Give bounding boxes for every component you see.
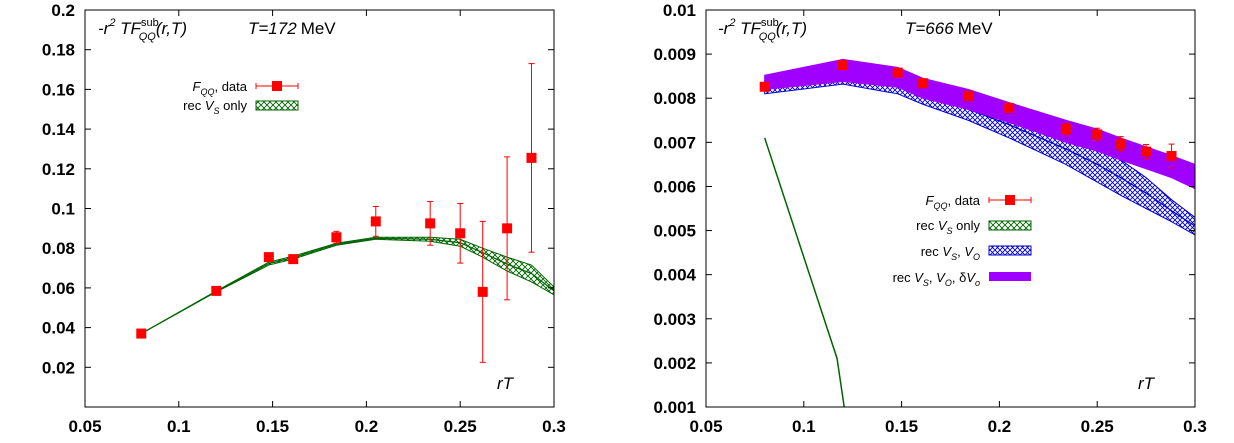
y-tick-label: 0.003 — [653, 310, 696, 329]
y-tick-label: 0.006 — [653, 177, 696, 196]
x-tick-label: 0.3 — [1183, 417, 1207, 436]
left-title: -r2 TFsub QQ(r,T) — [98, 17, 187, 43]
data-point — [1060, 121, 1071, 137]
data-point — [1115, 136, 1126, 153]
y-tick-label: 0.002 — [653, 354, 696, 373]
x-tick-label: 0.25 — [1081, 417, 1114, 436]
data-point — [892, 67, 903, 78]
right-legend-vsvo-swatch — [988, 245, 1032, 256]
left-annotation: T=172 MeV — [248, 19, 336, 38]
right-ticks: 0.05 0.1 0.15 0.2 0.25 0.3 0.001 0.002 0.003 0.00… — [653, 1, 1206, 436]
left-points — [136, 63, 537, 363]
x-tick-label: 0.25 — [444, 417, 477, 436]
left-legend-vs-swatch — [255, 100, 299, 111]
y-tick-label: 0.008 — [653, 89, 696, 108]
x-tick-label: 0.15 — [885, 417, 918, 436]
left-annotation-var: T=172 — [248, 19, 297, 38]
y-tick-label: 0.16 — [42, 80, 75, 99]
x-tick-label: 0.15 — [256, 417, 289, 436]
data-point — [477, 220, 488, 363]
right-legend-vs-label: rec VS only — [916, 218, 980, 236]
data-point — [425, 201, 436, 246]
y-tick-label: 0.009 — [653, 45, 696, 64]
left-bands — [140, 236, 554, 335]
left-chart: 0.05 0.1 0.15 0.2 0.25 0.3 0.02 0.04 0.06 0.08 0.1… — [42, 1, 566, 436]
right-xlabel: rT — [1138, 374, 1156, 393]
right-legend-full-label: rec VS, VO, δVo — [893, 270, 980, 288]
data-point — [918, 78, 929, 89]
y-tick-label: 0.1 — [51, 200, 75, 219]
right-legend-data-label: FQQ, data — [926, 193, 981, 211]
x-tick-label: 0.3 — [542, 417, 566, 436]
data-point — [211, 285, 222, 296]
y-tick-label: 0.001 — [653, 398, 696, 417]
left-legend: FQQ, data rec VS only — [183, 79, 299, 116]
y-tick-label: 0.02 — [42, 358, 75, 377]
right-annotation: T=666 MeV — [905, 19, 993, 38]
data-point — [502, 156, 513, 301]
right-chart: 0.05 0.1 0.15 0.2 0.25 0.3 0.001 0.002 0.003 0.00… — [653, 1, 1206, 436]
data-point — [963, 91, 974, 102]
data-point — [1166, 143, 1177, 169]
data-point — [1092, 127, 1103, 142]
y-tick-label: 0.004 — [653, 266, 696, 285]
right-legend-vs-swatch — [988, 220, 1032, 231]
y-tick-label: 0.14 — [42, 120, 76, 139]
data-point — [331, 230, 342, 244]
x-tick-label: 0.1 — [792, 417, 816, 436]
y-tick-label: 0.04 — [42, 319, 76, 338]
data-point — [1004, 102, 1015, 113]
x-tick-label: 0.1 — [167, 417, 191, 436]
left-plot-frame — [84, 9, 555, 408]
series-line-vs-only — [763, 137, 845, 407]
y-tick-label: 0.08 — [42, 239, 75, 258]
data-point — [136, 328, 147, 339]
left-ticks: 0.05 0.1 0.15 0.2 0.25 0.3 0.02 0.04 0.06 0.08 0.1… — [42, 1, 566, 436]
left-legend-data-marker — [272, 81, 282, 91]
data-point — [263, 252, 274, 263]
x-tick-label: 0.05 — [68, 417, 101, 436]
right-legend-full-swatch — [989, 272, 1031, 281]
y-tick-label: 0.007 — [653, 133, 696, 152]
right-legend-vsvo-label: rec VS, VO — [921, 244, 980, 262]
y-tick-label: 0.2 — [51, 1, 75, 20]
y-tick-label: 0.01 — [663, 1, 696, 20]
right-annotation-unit: MeV — [958, 19, 994, 38]
left-xlabel: rT — [497, 374, 515, 393]
data-point — [759, 81, 770, 92]
data-point — [1141, 144, 1152, 160]
right-annotation-var: T=666 — [905, 19, 954, 38]
right-plot-frame — [705, 9, 1196, 408]
left-annotation-unit: MeV — [301, 19, 337, 38]
data-point — [455, 203, 466, 264]
data-point — [370, 206, 381, 237]
y-tick-label: 0.18 — [42, 41, 75, 60]
right-legend-data-marker — [1005, 195, 1015, 205]
x-tick-label: 0.2 — [988, 417, 1012, 436]
right-legend: FQQ, data rec VS only rec VS, VO rec VS,… — [852, 190, 1044, 298]
y-tick-label: 0.06 — [42, 279, 75, 298]
data-point — [526, 63, 537, 253]
band-rec-v-s-v-o-v-o — [764, 58, 1195, 190]
left-legend-vs-label: rec VS only — [183, 98, 247, 116]
y-tick-label: 0.12 — [42, 160, 75, 179]
y-tick-label: 0.005 — [653, 222, 696, 241]
band-rec-v-s-only — [141, 236, 554, 334]
x-tick-label: 0.05 — [689, 417, 722, 436]
right-title: -r2 TFsub QQ(r,T) — [718, 17, 807, 43]
left-legend-data-label: FQQ, data — [193, 79, 248, 97]
right-points — [759, 60, 1177, 169]
data-point — [288, 254, 299, 265]
x-tick-label: 0.2 — [355, 417, 379, 436]
data-point — [837, 60, 848, 71]
